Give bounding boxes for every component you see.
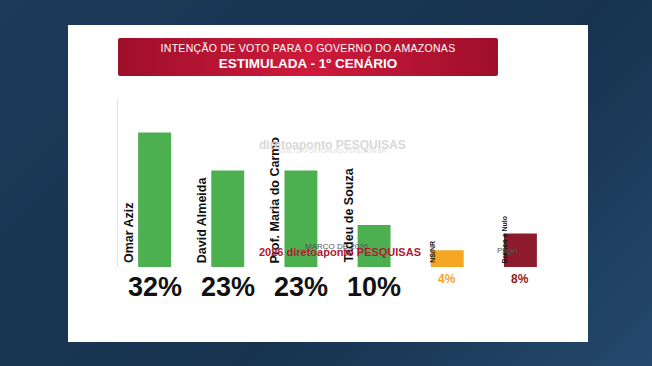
svg-text:Prof. Maria do Carmo: Prof. Maria do Carmo xyxy=(268,137,282,264)
svg-text:23%: 23% xyxy=(274,272,328,302)
svg-text:Branco e Nulo: Branco e Nulo xyxy=(501,216,508,263)
svg-text:DIRETOAPONTOPESQUISAS.COM.BR: DIRETOAPONTOPESQUISAS.COM.BR xyxy=(278,148,387,154)
svg-text:Tadeu de Souza: Tadeu de Souza xyxy=(342,167,356,262)
svg-text:MARÇO DE 2026: MARÇO DE 2026 xyxy=(305,242,369,251)
html-text:ESTIMULADA - 1º CENÁRIO: ESTIMULADA - 1º CENÁRIO xyxy=(218,56,398,71)
svg-text:David Almeida: David Almeida xyxy=(195,177,209,264)
svg-text:diretoaponto PESQUISAS: diretoaponto PESQUISAS xyxy=(259,138,406,152)
svg-text:2026 diretoaponto PESQUISAS: 2026 diretoaponto PESQUISAS xyxy=(259,246,421,258)
svg-text:4%: 4% xyxy=(438,272,456,286)
svg-text:NS/NR: NS/NR xyxy=(429,241,436,263)
svg-text:8%: 8% xyxy=(511,272,529,286)
svg-text:10%: 10% xyxy=(347,272,401,302)
svg-text:32%: 32% xyxy=(128,272,182,302)
svg-text:23%: 23% xyxy=(201,272,255,302)
svg-text:Omar Aziz: Omar Aziz xyxy=(122,202,136,263)
svg-text:Págin: Págin xyxy=(497,246,517,255)
html-text:INTENÇÃO DE VOTO PARA O GOVERN: INTENÇÃO DE VOTO PARA O GOVERNO DO AMAZO… xyxy=(160,42,456,54)
